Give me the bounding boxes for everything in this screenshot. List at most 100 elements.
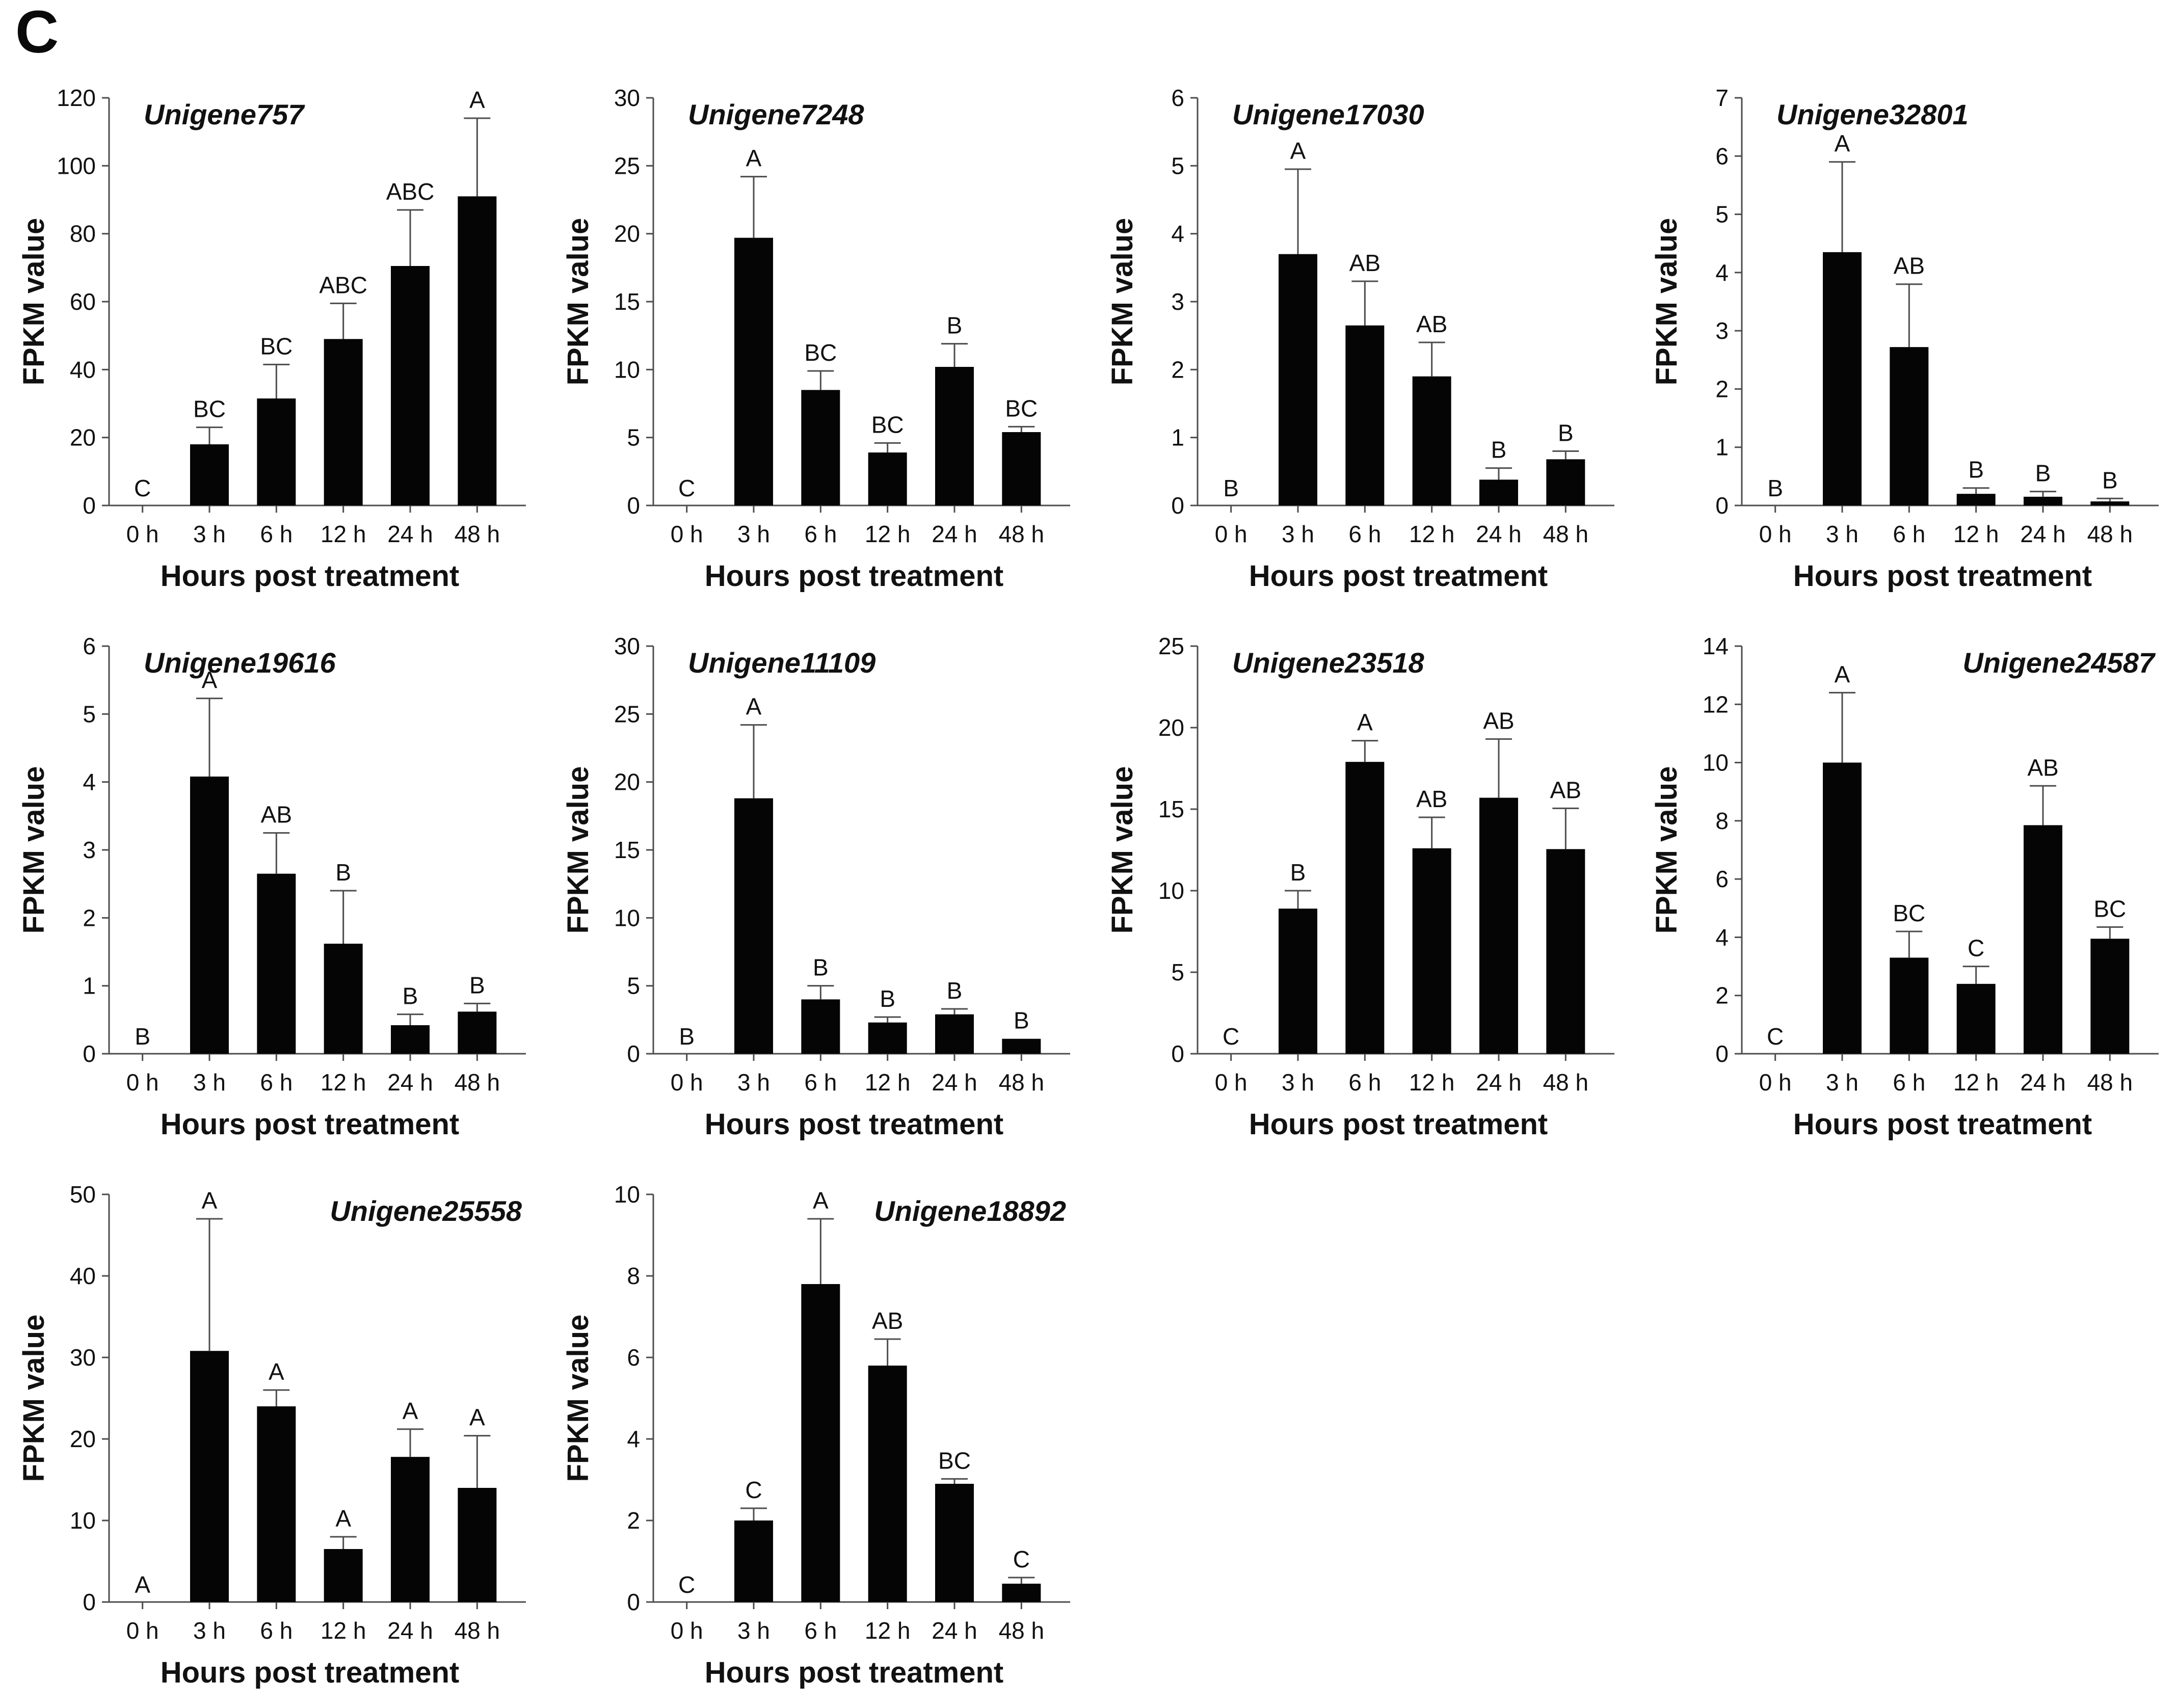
bar-chart-svg: 0 5 10 15 20 25 30 FPKM value 0 h B 3 h A 6 h B 12 h B 2…	[562, 633, 1070, 1141]
bar	[1412, 848, 1451, 1054]
sig-letter: AB	[1349, 250, 1380, 276]
y-tick-label: 2	[1715, 982, 1729, 1009]
bar	[2090, 501, 2130, 505]
y-tick-label: 2	[83, 904, 96, 931]
chart-title: Unigene23518	[1232, 647, 1424, 679]
y-tick-label: 1	[83, 973, 96, 999]
bar	[2024, 825, 2062, 1054]
x-tick-label: 24 h	[387, 1069, 433, 1096]
x-axis-title: Hours post treatment	[161, 559, 460, 593]
x-tick-label: 0 h	[1215, 521, 1247, 547]
x-tick-label: 3 h	[193, 521, 226, 547]
bar	[1412, 376, 1451, 505]
x-tick-label: 3 h	[193, 1069, 226, 1096]
y-tick-label: 4	[627, 1426, 640, 1452]
y-tick-label: 1	[1171, 424, 1184, 451]
chart-panel-unigene24587: 0 2 4 6 8 10 12 14 FPKM value 0 h C 3 h A 6 h BC 12 h C 2…	[1650, 610, 2177, 1159]
y-tick-label: 0	[1171, 1040, 1184, 1067]
chart-title: Unigene17030	[1232, 98, 1424, 130]
chart-panel-unigene18892: 0 2 4 6 8 10 FPKM value 0 h C 3 h C 6 h A 12 h AB 24 h B…	[562, 1159, 1106, 1707]
bar	[1823, 252, 1862, 505]
y-axis-title: FPKM value	[1106, 766, 1139, 934]
y-tick-label: 0	[83, 1040, 96, 1067]
bar	[868, 1366, 907, 1602]
y-tick-label: 25	[614, 152, 640, 179]
bar	[734, 1520, 773, 1602]
x-tick-label: 0 h	[126, 521, 159, 547]
chart-panel-unigene17030: 0 1 2 3 4 5 6 FPKM value 0 h B 3 h A 6 h AB 12 h AB 24 h…	[1106, 62, 1650, 610]
x-axis-title: Hours post treatment	[1793, 559, 2092, 593]
sig-letter: C	[134, 475, 151, 501]
sig-letter: B	[679, 1023, 695, 1050]
chart-panel-unigene19616: 0 1 2 3 4 5 6 FPKM value 0 h B 3 h A 6 h AB 12 h B 24 h B…	[17, 610, 562, 1159]
x-axis-title: Hours post treatment	[705, 1108, 1004, 1141]
bar	[391, 266, 430, 505]
bar	[734, 798, 773, 1054]
y-tick-label: 60	[70, 288, 96, 315]
x-tick-label: 48 h	[1543, 521, 1589, 547]
y-axis-title: FPKM value	[562, 1315, 595, 1482]
sig-letter: AB	[261, 802, 292, 828]
sig-letter: B	[135, 1023, 150, 1050]
x-axis-title: Hours post treatment	[1793, 1108, 2092, 1141]
y-tick-label: 120	[57, 85, 96, 111]
y-tick-label: 10	[614, 904, 640, 931]
sig-letter: BC	[1005, 395, 1038, 421]
sig-letter: A	[1357, 709, 1373, 736]
sig-letter: B	[813, 954, 829, 981]
x-tick-label: 3 h	[1282, 521, 1314, 547]
y-tick-label: 0	[83, 1589, 96, 1615]
sig-letter: ABC	[386, 178, 435, 205]
chart-panel-unigene11109: 0 5 10 15 20 25 30 FPKM value 0 h B 3 h A 6 h B 12 h B 2…	[562, 610, 1106, 1159]
y-tick-label: 4	[1171, 221, 1184, 247]
x-tick-label: 0 h	[1215, 1069, 1247, 1096]
x-tick-label: 6 h	[1348, 521, 1381, 547]
bar-chart-svg: 0 5 10 15 20 25 30 FPKM value 0 h C 3 h A 6 h BC 12 h B…	[562, 85, 1070, 593]
x-tick-label: 12 h	[1409, 1069, 1455, 1096]
bar	[190, 777, 229, 1054]
x-tick-label: 3 h	[1282, 1069, 1314, 1096]
x-tick-label: 12 h	[1409, 521, 1455, 547]
bar	[1479, 479, 1518, 505]
y-tick-label: 0	[627, 1040, 640, 1067]
x-axis-title: Hours post treatment	[161, 1108, 460, 1141]
y-tick-label: 0	[627, 492, 640, 519]
x-tick-label: 12 h	[321, 1069, 366, 1096]
y-tick-label: 2	[627, 1507, 640, 1534]
x-tick-label: 3 h	[193, 1617, 226, 1644]
x-tick-label: 6 h	[1893, 1069, 1925, 1096]
x-tick-label: 0 h	[1759, 1069, 1792, 1096]
chart-title: Unigene24587	[1962, 647, 2156, 679]
y-tick-label: 15	[614, 288, 640, 315]
bar	[458, 196, 497, 505]
y-tick-label: 12	[1703, 691, 1729, 717]
bar	[734, 237, 773, 506]
sig-letter: B	[947, 977, 963, 1004]
x-tick-label: 24 h	[1476, 521, 1522, 547]
bar	[2024, 496, 2062, 505]
bar	[868, 1022, 907, 1054]
x-tick-label: 6 h	[804, 1069, 837, 1096]
y-tick-label: 6	[1715, 143, 1729, 169]
bar	[324, 339, 363, 505]
x-tick-label: 12 h	[865, 1069, 911, 1096]
x-tick-label: 24 h	[387, 521, 433, 547]
y-tick-label: 2	[1715, 376, 1729, 402]
y-tick-label: 40	[70, 1263, 96, 1289]
x-tick-label: 24 h	[932, 521, 977, 547]
x-tick-label: 6 h	[804, 1617, 837, 1644]
y-tick-label: 40	[70, 356, 96, 383]
x-tick-label: 48 h	[2087, 1069, 2133, 1096]
sig-letter: A	[335, 1505, 351, 1532]
chart-panel-unigene23518: 0 5 10 15 20 25 FPKM value 0 h C 3 h B 6 h A 12 h AB 24…	[1106, 610, 1650, 1159]
y-tick-label: 5	[1171, 959, 1184, 985]
sig-letter: B	[1014, 1007, 1029, 1034]
bar	[324, 1549, 363, 1602]
x-tick-label: 48 h	[455, 1069, 500, 1096]
x-tick-label: 12 h	[321, 1617, 366, 1644]
sig-letter: C	[678, 475, 695, 501]
y-tick-label: 25	[1158, 633, 1184, 659]
sig-letter: B	[1767, 475, 1783, 501]
chart-panel-unigene32801: 0 1 2 3 4 5 6 7 FPKM value 0 h B 3 h A 6 h AB 12 h B 24 h…	[1650, 62, 2177, 610]
